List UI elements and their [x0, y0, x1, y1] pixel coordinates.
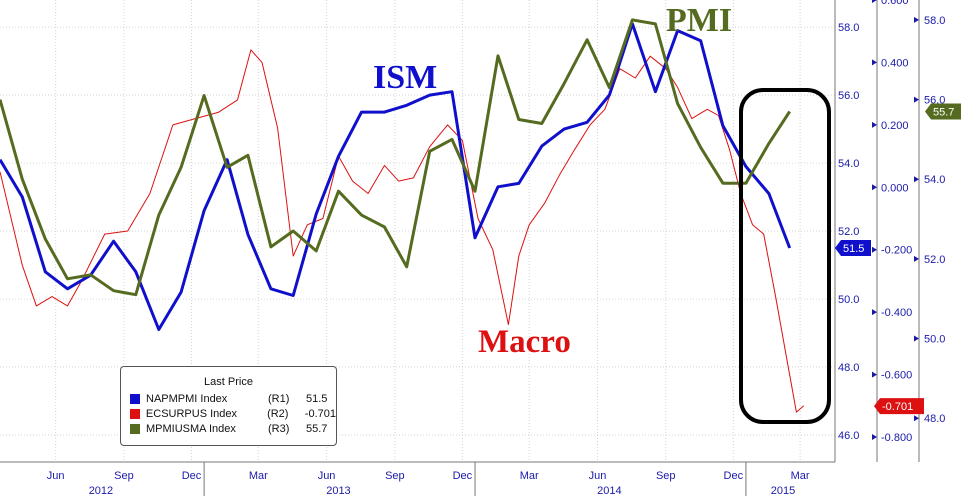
legend-entry-ecsurpus: ECSURPUS Index (R2) -0.701: [121, 406, 336, 421]
legend-name-napmpmi: NAPMPMI Index: [146, 392, 228, 405]
last-tag-ism-bg: [835, 239, 871, 256]
r3-tick-label: 54.0: [924, 174, 945, 186]
legend-last-mpmiusma: 55.7: [306, 422, 328, 435]
legend-axis-napmpmi: (R1): [268, 392, 290, 405]
last-tag-macro-label: -0.701: [882, 401, 913, 413]
month-tick-label: Jun: [318, 470, 336, 482]
month-tick-label: Sep: [385, 470, 405, 482]
r2-tick-label: 0.200: [881, 120, 909, 132]
r1-tick-label: 54.0: [838, 158, 859, 170]
highlight-rect: [739, 88, 831, 424]
last-tag-macro-bg: [874, 398, 924, 415]
month-tick-label: Sep: [114, 470, 134, 482]
r1-tick-label: 52.0: [838, 226, 859, 238]
series-layer: [0, 18, 805, 413]
r2-tick-marker: [872, 0, 877, 3]
r2-tick-label: 0.400: [881, 57, 909, 69]
year-tick-label: 2015: [771, 485, 795, 497]
annotation-ism: ISM: [373, 59, 437, 96]
month-tick-label: Dec: [453, 470, 473, 482]
r3-tick-marker: [914, 16, 919, 23]
r3-tick-marker: [914, 96, 919, 103]
legend-name-mpmiusma: MPMIUSMA Index: [146, 422, 236, 435]
r3-tick-label: 48.0: [924, 413, 945, 425]
month-tick-label: Mar: [791, 470, 810, 482]
r2-tick-marker: [872, 59, 877, 66]
plot-frame: [0, 0, 920, 463]
r2-tick-marker: [872, 371, 877, 378]
r2-tick-label: -0.200: [881, 245, 912, 257]
r2-tick-label: -0.400: [881, 307, 912, 319]
r1-tick-label: 46.0: [838, 430, 859, 442]
r3-tick-marker: [914, 176, 919, 183]
r1-tick-label: 48.0: [838, 362, 859, 374]
r3-tick-label: 52.0: [924, 254, 945, 266]
r2-tick-marker: [872, 184, 877, 191]
month-tick-label: Mar: [520, 470, 539, 482]
legend-entry-mpmiusma: MPMIUSMA Index (R3) 55.7: [121, 421, 336, 436]
annotation-macro: Macro: [478, 324, 571, 360]
legend-last-napmpmi: 51.5: [306, 392, 328, 405]
r2-tick-label: -0.800: [881, 432, 912, 444]
axes-layer: 46.0 48.0 50.0 52.0 54.0 56.0 58.0 Jun Sep Dec Mar…: [47, 0, 945, 497]
r2-tick-label: 0.600: [881, 0, 909, 7]
legend-name-ecsurpus: ECSURPUS Index: [145, 407, 238, 420]
last-tag-pmi-label: 55.7: [933, 107, 954, 119]
r2-tick-marker: [872, 246, 877, 253]
annotations: ISM PMI Macro: [373, 2, 732, 360]
r2-tick-marker: [872, 121, 877, 128]
r3-tick-label: 58.0: [924, 15, 945, 27]
legend-title: Last Price: [204, 376, 253, 388]
r3-tick-marker: [914, 255, 919, 262]
r2-tick-label: -0.600: [881, 370, 912, 382]
legend-swatch-mpmiusma: [130, 423, 140, 434]
last-tag-ism-label: 51.5: [843, 243, 864, 255]
month-tick-label: Jun: [589, 470, 607, 482]
legend-axis-mpmiusma: (R3): [268, 422, 290, 435]
legend-swatch-napmpmi: [130, 393, 140, 404]
r1-tick-label: 58.0: [838, 22, 859, 34]
legend-axis-ecsurpus: (R2): [267, 407, 289, 420]
legend-swatch-ecsurpus: [130, 408, 140, 419]
series-line-mpmiusma: [0, 18, 791, 297]
r3-tick-label: 50.0: [924, 334, 945, 346]
last-tag-pmi-bg: [925, 103, 961, 120]
r1-tick-label: 50.0: [838, 294, 859, 306]
r1-tick-label: 56.0: [838, 90, 859, 102]
year-tick-label: 2014: [597, 485, 621, 497]
series-line-napmpmi: [0, 22, 792, 331]
month-tick-label: Sep: [656, 470, 676, 482]
legend-last-ecsurpus: -0.701: [304, 407, 336, 420]
r3-tick-marker: [914, 335, 919, 342]
r2-tick-marker: [872, 434, 877, 441]
year-tick-label: 2013: [326, 485, 350, 497]
annotation-pmi: PMI: [666, 2, 732, 39]
year-tick-label: 2012: [89, 485, 113, 497]
month-tick-label: Jun: [47, 470, 65, 482]
month-tick-label: Mar: [249, 470, 268, 482]
series-line-ecsurpus: [0, 49, 805, 413]
legend: Last Price NAPMPMI Index (R1) 51.5 ECSUR…: [120, 366, 337, 446]
r2-tick-label: 0.000: [881, 182, 909, 194]
r2-tick-marker: [872, 309, 877, 316]
r3-tick-marker: [914, 415, 919, 422]
highlight-box: [739, 88, 831, 424]
last-value-tags: 51.5 -0.701 55.7: [835, 103, 961, 415]
month-tick-label: Dec: [724, 470, 744, 482]
legend-entry-napmpmi: NAPMPMI Index (R1) 51.5: [121, 391, 336, 406]
month-tick-label: Dec: [182, 470, 202, 482]
